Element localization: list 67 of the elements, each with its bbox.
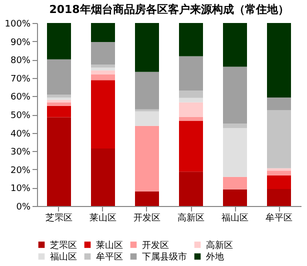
bar bbox=[179, 23, 203, 56]
legend-label: 高新区 bbox=[206, 240, 233, 251]
y-tick-label: 20% bbox=[10, 166, 31, 176]
bar bbox=[179, 56, 203, 91]
x-tick-label: 牟平区 bbox=[266, 212, 292, 224]
bar bbox=[223, 176, 247, 190]
bar bbox=[135, 111, 159, 126]
legend-label: 芝罘区 bbox=[50, 240, 77, 251]
bar bbox=[267, 170, 291, 176]
bar bbox=[179, 90, 203, 98]
bar bbox=[47, 94, 71, 98]
bar bbox=[223, 123, 247, 128]
y-tick-label: 100% bbox=[4, 20, 31, 30]
bar bbox=[91, 148, 115, 206]
bar bbox=[223, 189, 247, 206]
legend-label: 外地 bbox=[206, 252, 224, 262]
bar bbox=[179, 120, 203, 172]
x-tick-label: 开发区 bbox=[134, 212, 160, 224]
bar bbox=[267, 97, 291, 110]
bar bbox=[179, 98, 203, 102]
bar bbox=[91, 64, 115, 68]
bar bbox=[47, 106, 71, 118]
legend-label: 开发区 bbox=[142, 240, 169, 251]
bar bbox=[179, 116, 203, 121]
bar bbox=[91, 80, 115, 149]
y-tick-label: 90% bbox=[10, 38, 31, 48]
bar bbox=[135, 126, 159, 192]
bar bbox=[91, 42, 115, 65]
bar bbox=[47, 23, 71, 60]
legend-label: 福山区 bbox=[50, 252, 77, 262]
x-tick-label: 高新区 bbox=[178, 212, 204, 224]
bar bbox=[223, 66, 247, 124]
bar bbox=[91, 70, 115, 74]
bar bbox=[47, 100, 71, 102]
bar bbox=[267, 188, 291, 206]
bar bbox=[179, 102, 203, 117]
y-tick-label: 10% bbox=[10, 184, 31, 194]
chart-title: 2018年烟台商品房各区客户来源构成（常住地） bbox=[49, 3, 289, 16]
bar bbox=[91, 74, 115, 80]
bar bbox=[47, 97, 71, 100]
bar bbox=[47, 117, 71, 206]
y-tick-label: 60% bbox=[10, 92, 31, 103]
x-tick-label: 莱山区 bbox=[90, 212, 116, 224]
bar bbox=[91, 23, 115, 42]
legend-label: 莱山区 bbox=[96, 240, 123, 251]
bar bbox=[223, 23, 247, 67]
legend-label: 下属县级市 bbox=[142, 252, 187, 262]
x-tick-label: 福山区 bbox=[222, 212, 248, 224]
bar bbox=[223, 128, 247, 177]
y-tick-label: 0% bbox=[16, 202, 31, 212]
y-tick-label: 50% bbox=[10, 111, 31, 121]
y-tick-label: 40% bbox=[10, 129, 31, 140]
bar bbox=[135, 23, 159, 72]
legend-label: 牟平区 bbox=[96, 252, 123, 262]
y-tick-label: 70% bbox=[10, 74, 31, 84]
bar bbox=[179, 172, 203, 206]
bar bbox=[267, 110, 291, 168]
bar bbox=[135, 72, 159, 110]
y-tick-label: 30% bbox=[10, 148, 31, 158]
bar bbox=[135, 191, 159, 206]
x-tick-label: 芝罘区 bbox=[46, 212, 72, 224]
bar bbox=[267, 175, 291, 189]
y-tick-label: 80% bbox=[10, 56, 31, 66]
bar bbox=[47, 102, 71, 106]
bar bbox=[47, 59, 71, 95]
bar bbox=[91, 68, 115, 70]
bar bbox=[267, 23, 291, 98]
